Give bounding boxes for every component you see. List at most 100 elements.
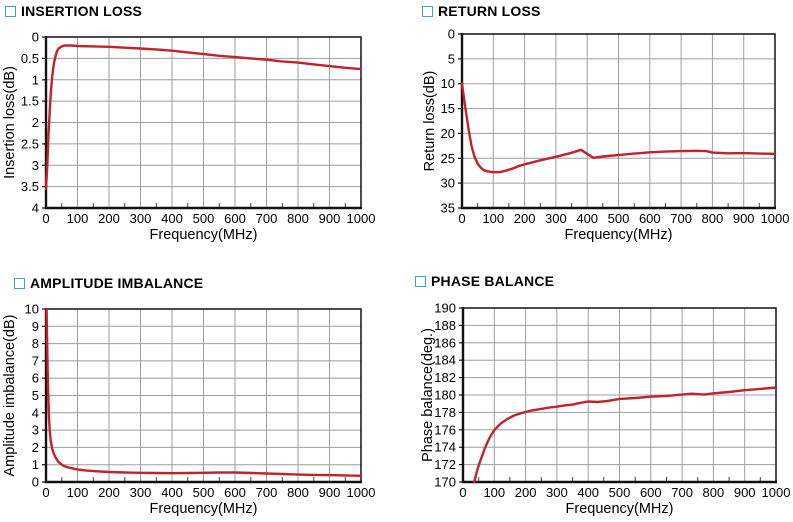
title-square-icon: [5, 5, 16, 17]
grid-lines: [46, 37, 361, 208]
svg-text:1: 1: [32, 457, 39, 472]
svg-text:600: 600: [639, 211, 661, 226]
svg-text:0.5: 0.5: [21, 51, 39, 66]
chart-title-text: AMPLITUDE IMBALANCE: [30, 275, 204, 291]
svg-text:100: 100: [483, 485, 505, 500]
svg-text:4: 4: [32, 201, 39, 216]
x-tick-labels: 0 100 200 300 400 500 600 700 800 900 1000: [42, 485, 375, 500]
svg-text:1000: 1000: [347, 211, 376, 226]
svg-text:3: 3: [32, 423, 39, 438]
svg-text:900: 900: [319, 211, 341, 226]
svg-text:100: 100: [482, 211, 504, 226]
svg-text:700: 700: [670, 211, 692, 226]
data-curve: [44, 44, 363, 191]
svg-text:1.5: 1.5: [21, 94, 39, 109]
svg-text:176: 176: [434, 422, 456, 437]
svg-text:35: 35: [441, 201, 455, 216]
plot-border: [460, 33, 776, 210]
grid-lines: [463, 308, 776, 482]
return-loss-plot: 0 100 200 300 400 500 600 700 800 900 1000 0 5 10 15 20…: [422, 27, 789, 244]
svg-text:500: 500: [193, 211, 215, 226]
data-curve: [45, 307, 363, 478]
svg-text:300: 300: [130, 485, 152, 500]
svg-text:180: 180: [434, 388, 456, 403]
svg-text:10: 10: [441, 76, 455, 91]
chart-return-loss: RETURN LOSS 0 100 200 300 400 500 600 700 800 900…: [396, 0, 793, 261]
svg-text:400: 400: [576, 211, 598, 226]
y-axis-title: Phase balance(deg.): [420, 328, 436, 462]
svg-text:1000: 1000: [347, 485, 376, 500]
svg-text:700: 700: [671, 485, 693, 500]
svg-text:170: 170: [434, 475, 456, 490]
svg-text:300: 300: [130, 211, 152, 226]
amplitude-imbalance-plot: 0 100 200 300 400 500 600 700 800 900 100001234567…: [2, 302, 375, 518]
svg-text:188: 188: [434, 318, 456, 333]
svg-text:400: 400: [161, 211, 183, 226]
svg-text:178: 178: [434, 405, 456, 420]
svg-text:500: 500: [609, 485, 631, 500]
svg-text:1000: 1000: [761, 211, 790, 226]
plot-border: [461, 307, 777, 484]
svg-text:182: 182: [434, 370, 456, 385]
title-square-icon: [422, 5, 433, 17]
plot-border: [44, 308, 362, 484]
svg-text:500: 500: [608, 211, 630, 226]
chart-title-return-loss: RETURN LOSS: [422, 3, 541, 19]
x-tick-labels: 0 100 200 300 400 500 600 700 800 900 1000: [459, 485, 790, 500]
svg-text:10: 10: [25, 302, 39, 317]
x-tick-labels: 0 100 200 300 400 500 600 700 800 900 1000: [42, 211, 375, 226]
y-axis-title: Insertion loss(dB): [2, 66, 18, 179]
x-axis-title: Frequency(MHz): [150, 501, 258, 517]
svg-text:172: 172: [434, 457, 456, 472]
svg-text:0: 0: [458, 211, 465, 226]
svg-text:0: 0: [448, 27, 455, 42]
grid-lines: [462, 34, 775, 208]
chart-title-text: RETURN LOSS: [438, 3, 541, 19]
svg-text:400: 400: [577, 485, 599, 500]
x-axis-title: Frequency(MHz): [150, 227, 258, 243]
chart-insertion-loss: INSERTION LOSS 0 100 200 300 400 500 600 700 800…: [0, 0, 396, 261]
y-tick-labels: 170 172 174 176 178 180 182 184 186 188 190: [434, 301, 456, 490]
title-square-icon: [415, 275, 426, 287]
svg-text:4: 4: [32, 405, 39, 420]
svg-text:800: 800: [703, 485, 725, 500]
chart-title-text: PHASE BALANCE: [431, 273, 555, 289]
svg-text:5: 5: [32, 388, 39, 403]
svg-text:20: 20: [441, 126, 455, 141]
svg-text:900: 900: [733, 211, 755, 226]
svg-text:700: 700: [256, 485, 278, 500]
svg-text:5: 5: [448, 51, 455, 66]
svg-text:300: 300: [546, 485, 568, 500]
svg-text:3.5: 3.5: [21, 179, 39, 194]
chart-title-amplitude-imbalance: AMPLITUDE IMBALANCE: [14, 275, 203, 291]
svg-text:174: 174: [434, 440, 456, 455]
svg-text:600: 600: [224, 485, 246, 500]
svg-text:600: 600: [224, 211, 246, 226]
chart-phase-balance: PHASE BALANCE 0 100 200 300 400 500 600 700 800 9…: [396, 261, 793, 522]
svg-text:300: 300: [545, 211, 567, 226]
svg-text:0: 0: [32, 475, 39, 490]
svg-text:30: 30: [441, 176, 455, 191]
svg-text:0: 0: [42, 211, 49, 226]
svg-text:200: 200: [98, 485, 120, 500]
svg-text:200: 200: [514, 211, 536, 226]
x-tick-labels: 0 100 200 300 400 500 600 700 800 900 1000: [458, 211, 789, 226]
svg-text:100: 100: [67, 211, 89, 226]
svg-text:7: 7: [32, 353, 39, 368]
y-axis-title: Return loss(dB): [422, 71, 438, 172]
svg-text:8: 8: [32, 336, 39, 351]
svg-text:600: 600: [640, 485, 662, 500]
chart-amplitude-imbalance: AMPLITUDE IMBALANCE 0 100 200 300 400 500 600 7…: [0, 261, 396, 522]
svg-text:500: 500: [193, 485, 215, 500]
svg-text:2.5: 2.5: [21, 136, 39, 151]
svg-text:700: 700: [256, 211, 278, 226]
y-tick-labels: 0 5 10 15 20 25 30 35: [441, 27, 455, 216]
svg-text:2: 2: [32, 440, 39, 455]
svg-text:900: 900: [319, 485, 341, 500]
x-axis-title: Frequency(MHz): [565, 227, 673, 243]
insertion-loss-plot: 0 100 200 300 400 500 600 700 800 900 1000 0 0.5 1 1.5…: [2, 30, 375, 244]
chart-title-text: INSERTION LOSS: [21, 3, 143, 19]
svg-text:15: 15: [441, 101, 455, 116]
svg-text:800: 800: [287, 485, 309, 500]
svg-text:400: 400: [161, 485, 183, 500]
